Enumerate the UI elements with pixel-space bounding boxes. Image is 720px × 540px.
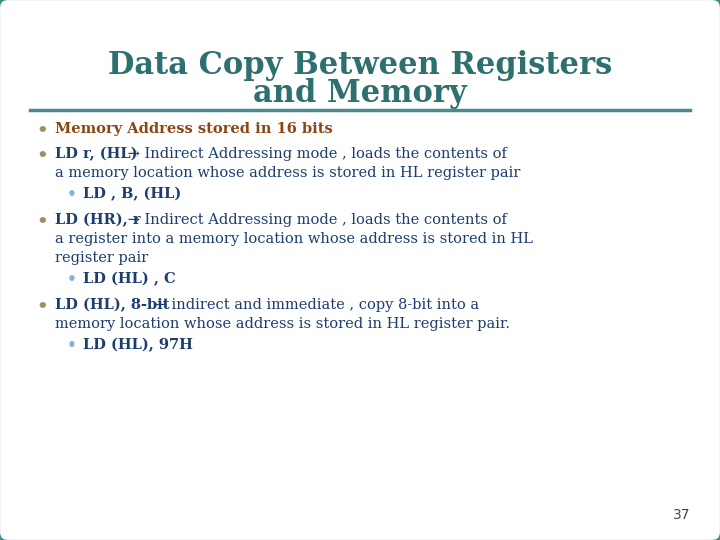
Text: LD (HL), 97H: LD (HL), 97H xyxy=(83,338,193,352)
Text: → Indirect Addressing mode , loads the contents of: → Indirect Addressing mode , loads the c… xyxy=(123,147,507,161)
Text: a memory location whose address is stored in HL register pair: a memory location whose address is store… xyxy=(55,166,521,180)
Text: •: • xyxy=(36,298,48,316)
Text: •: • xyxy=(36,213,48,231)
Text: LD (HR), r: LD (HR), r xyxy=(55,213,140,227)
Text: memory location whose address is stored in HL register pair.: memory location whose address is stored … xyxy=(55,317,510,331)
Text: Memory Address stored in 16 bits: Memory Address stored in 16 bits xyxy=(55,122,333,136)
Text: → Indirect Addressing mode , loads the contents of: → Indirect Addressing mode , loads the c… xyxy=(123,213,507,227)
Text: LD , B, (HL): LD , B, (HL) xyxy=(83,187,181,201)
Text: •: • xyxy=(67,272,77,287)
Text: •: • xyxy=(36,147,48,165)
Text: and Memory: and Memory xyxy=(253,78,467,109)
Text: •: • xyxy=(36,122,48,140)
Text: Data Copy Between Registers: Data Copy Between Registers xyxy=(108,50,612,81)
Text: 37: 37 xyxy=(672,508,690,522)
Text: •: • xyxy=(67,187,77,202)
Text: register pair: register pair xyxy=(55,251,148,265)
Text: •: • xyxy=(67,338,77,353)
Text: → indirect and immediate , copy 8-bit into a: → indirect and immediate , copy 8-bit in… xyxy=(150,298,479,312)
Text: a register into a memory location whose address is stored in HL: a register into a memory location whose … xyxy=(55,232,533,246)
Text: LD r, (HL): LD r, (HL) xyxy=(55,147,138,161)
Text: LD (HL) , C: LD (HL) , C xyxy=(83,272,176,286)
Text: LD (HL), 8-bit: LD (HL), 8-bit xyxy=(55,298,169,312)
